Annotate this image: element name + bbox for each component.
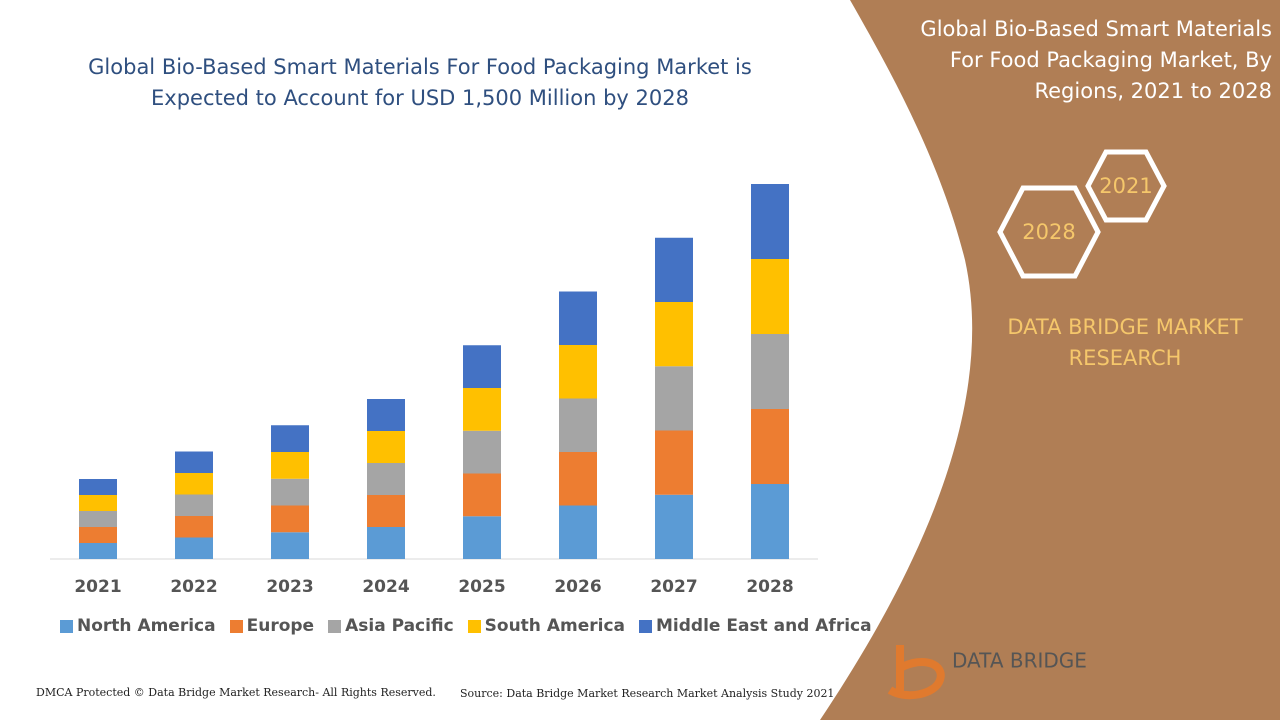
bar-segment: [367, 431, 405, 463]
bar-segment: [751, 409, 789, 484]
bar-segment: [559, 452, 597, 506]
bar-segment: [271, 532, 309, 559]
hexagon: [997, 185, 1101, 279]
bar-segment: [463, 345, 501, 388]
legend-label: Europe: [246, 616, 315, 636]
bar-segment: [463, 473, 501, 517]
hex-label: 2028: [1022, 220, 1075, 244]
bar-segment: [79, 511, 117, 527]
brand-text: DATA BRIDGE MARKET RESEARCH: [1007, 315, 1243, 370]
legend-swatch: [467, 619, 481, 633]
bar-segment: [559, 345, 597, 399]
chart-title: Global Bio-Based Smart Materials For Foo…: [88, 55, 752, 110]
bar-segment: [463, 388, 501, 431]
bar-segment: [751, 259, 789, 334]
bar-segment: [271, 478, 309, 506]
hex-label: 2021: [1099, 174, 1152, 198]
bar-segment: [175, 451, 213, 473]
legend-swatch: [229, 619, 243, 633]
bar-segment: [367, 527, 405, 559]
legend-item: North America: [60, 616, 216, 636]
bar-segment: [367, 495, 405, 527]
legend-label: South America: [484, 616, 625, 636]
bar-segment: [655, 366, 693, 431]
logo-text: DATA BRIDGE: [952, 649, 1087, 673]
legend-swatch: [60, 619, 73, 633]
legend-swatch: [328, 619, 342, 633]
bar-segment: [175, 516, 213, 538]
bar-segment: [655, 237, 693, 302]
footer-source: Source: Data Bridge Market Research Mark…: [460, 687, 835, 700]
legend-swatch: [639, 619, 652, 633]
bar-segment: [655, 494, 693, 559]
bar-segment: [271, 452, 309, 479]
bar-segment: [751, 334, 789, 409]
legend-label: Asia Pacific: [345, 616, 454, 636]
x-tick-label: 2022: [170, 577, 217, 597]
x-tick-label: 2024: [362, 577, 409, 597]
bar-segment: [559, 291, 597, 345]
bar-segment: [79, 543, 117, 559]
bar-segment: [367, 463, 405, 495]
bar-segment: [367, 399, 405, 431]
x-tick-label: 2025: [458, 577, 505, 597]
bar-segment: [79, 479, 117, 495]
bar-segment: [271, 425, 309, 452]
bar-segment: [271, 505, 309, 533]
bar-segment: [559, 398, 597, 452]
legend-label: Middle East and Africa: [656, 616, 872, 636]
legend-item: South America: [467, 616, 625, 636]
bar-segment: [175, 537, 213, 559]
bar-segment: [559, 505, 597, 559]
x-tick-label: 2021: [74, 577, 121, 597]
bar-segment: [175, 494, 213, 516]
legend-item: Middle East and Africa: [639, 616, 872, 636]
panel-title: Global Bio-Based Smart Materials For Foo…: [920, 17, 1272, 103]
logo-icon: [887, 645, 945, 700]
legend-item: Asia Pacific: [328, 616, 454, 636]
legend: North America Europe Asia Pacific South Ame…: [60, 616, 872, 636]
bar-segment: [751, 184, 789, 259]
x-tick-label: 2023: [266, 577, 313, 597]
x-tick-label: 2026: [554, 577, 601, 597]
hexagon: [1085, 149, 1167, 223]
bar-segment: [463, 516, 501, 559]
side-panel: [820, 0, 1280, 720]
bar-segment: [175, 473, 213, 495]
bar-segment: [79, 527, 117, 543]
legend-label: North America: [77, 616, 216, 636]
bar-segment: [463, 430, 501, 474]
bar-segment: [751, 484, 789, 559]
x-tick-label: 2028: [746, 577, 793, 597]
footer-dmca: DMCA Protected © Data Bridge Market Rese…: [36, 686, 436, 699]
x-tick-label: 2027: [650, 577, 697, 597]
bar-segment: [655, 302, 693, 367]
bar-segment: [655, 430, 693, 495]
bar-segment: [79, 495, 117, 511]
legend-item: Europe: [229, 616, 315, 636]
